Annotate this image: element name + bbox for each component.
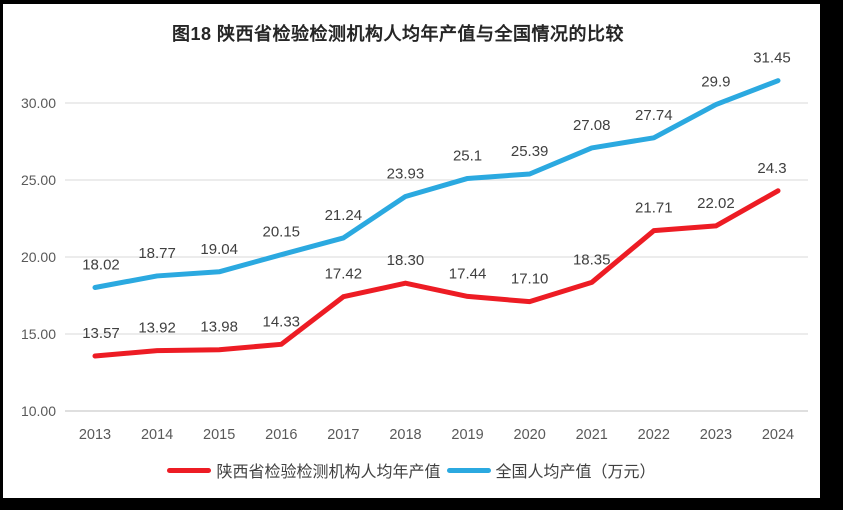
x-tick-label: 2022	[638, 427, 670, 443]
data-label: 21.24	[325, 207, 363, 224]
data-label: 17.42	[325, 266, 363, 283]
data-label: 27.74	[635, 107, 673, 124]
legend-label-national: 全国人均产值（万元）	[495, 464, 656, 481]
x-tick-label: 2019	[451, 427, 483, 443]
data-label: 31.45	[753, 50, 791, 67]
legend-item-national: 全国人均产值（万元）	[446, 458, 656, 482]
y-tick-label: 20.00	[21, 249, 56, 265]
data-label: 18.77	[138, 245, 176, 262]
chart-title: 图18 陕西省检验检测机构人均年产值与全国情况的比较	[171, 24, 625, 44]
x-tick-label: 2015	[203, 427, 235, 443]
data-label: 24.3	[757, 160, 786, 177]
x-tick-label: 2013	[79, 427, 111, 443]
chart-canvas: 图18 陕西省检验检测机构人均年产值与全国情况的比较 10.00 15.00 20.…	[3, 4, 820, 498]
data-label: 19.04	[200, 241, 238, 258]
data-label: 25.1	[453, 147, 482, 164]
legend-label-shaanxi: 陕西省检验检测机构人均年产值	[216, 464, 441, 481]
x-tick-label: 2021	[576, 427, 608, 443]
x-tick-label: 2023	[700, 427, 732, 443]
legend: 陕西省检验检测机构人均年产值 全国人均产值（万元）	[3, 457, 820, 483]
y-tick-label: 25.00	[21, 172, 56, 188]
data-label: 17.44	[449, 265, 487, 282]
data-label: 20.15	[262, 224, 300, 241]
x-tick-label: 2024	[762, 427, 794, 443]
y-tick-label: 10.00	[21, 403, 56, 419]
data-label: 14.33	[262, 313, 300, 330]
data-label: 22.02	[697, 195, 735, 212]
x-tick-label: 2014	[141, 427, 173, 443]
legend-line-swatch-national	[446, 467, 491, 473]
legend-item-shaanxi: 陕西省检验检测机构人均年产值	[167, 458, 441, 482]
data-label: 13.98	[200, 319, 238, 336]
series-line-shaanxi	[92, 188, 781, 359]
data-label: 13.57	[82, 325, 120, 342]
data-label: 23.93	[387, 165, 425, 182]
legend-line-swatch-shaanxi	[167, 467, 212, 473]
series-line-national	[92, 78, 781, 290]
x-tick-label: 2018	[389, 427, 421, 443]
data-label: 21.71	[635, 200, 673, 217]
y-tick-label: 15.00	[21, 326, 56, 342]
data-label: 13.92	[138, 320, 176, 337]
x-tick-label: 2020	[514, 427, 546, 443]
data-label: 18.02	[82, 256, 120, 273]
data-label: 18.30	[387, 252, 425, 269]
x-tick-label: 2017	[327, 427, 359, 443]
data-label: 27.08	[573, 117, 611, 134]
data-label: 17.10	[511, 271, 549, 288]
y-tick-label: 30.00	[21, 95, 56, 111]
x-tick-label: 2016	[265, 427, 297, 443]
data-label: 29.9	[701, 74, 730, 91]
plot-area: 10.00 15.00 20.00 25.00 30.00 2013 2014 2015 201…	[21, 50, 808, 443]
data-label: 25.39	[511, 143, 549, 160]
data-label: 18.35	[573, 251, 611, 268]
